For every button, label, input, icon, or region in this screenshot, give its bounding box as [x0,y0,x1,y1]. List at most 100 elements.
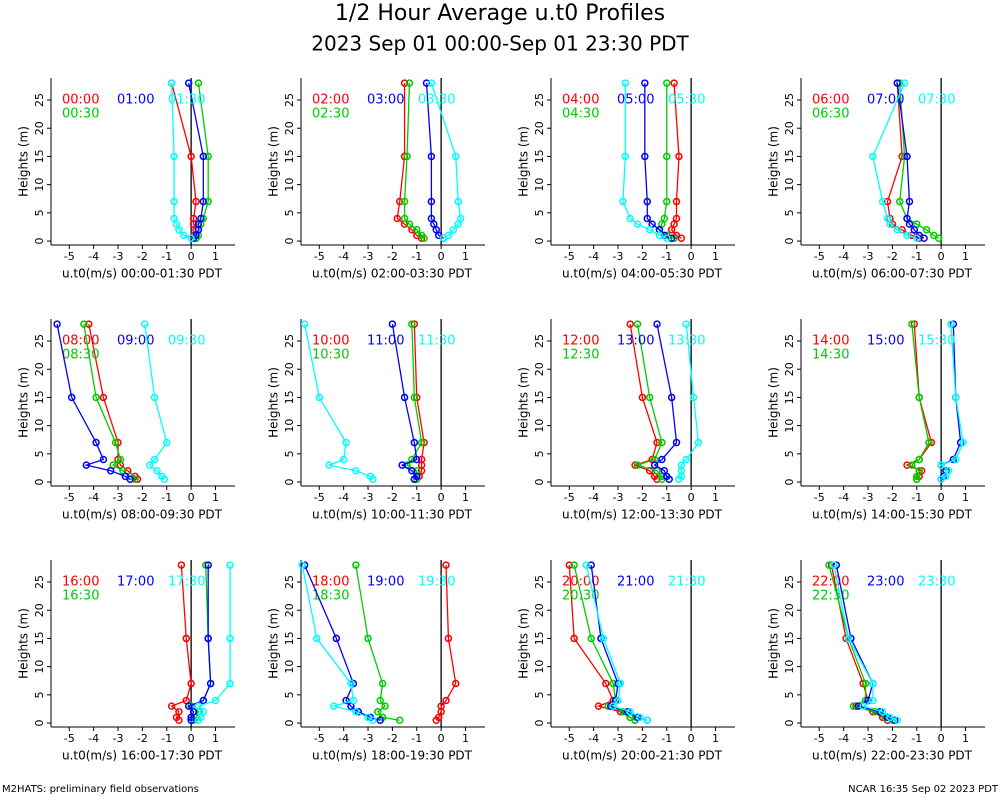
profile-point [204,152,212,161]
y-tick-label: 20 [783,603,796,617]
x-tick-label: 0 [188,250,195,263]
profile-point [199,152,208,161]
y-tick-label: 0 [533,720,546,727]
profile-point [150,393,159,402]
x-tick-label: 0 [688,491,695,504]
x-axis-label: u.t0(m/s) 22:00-23:30 PDT [812,749,973,763]
profile-point [398,461,406,469]
y-tick-label: 20 [533,362,546,376]
profile-point [432,716,441,724]
x-tick-label: -5 [314,250,325,263]
y-tick-label: 15 [783,149,796,163]
profile-point [643,214,652,223]
profile-point [160,475,169,483]
profile-point [675,152,683,161]
profile-point [352,708,360,716]
profile-point [300,320,309,328]
x-tick-label: 1 [462,491,469,504]
profile-point [653,320,661,328]
profile-point [910,226,919,234]
profile-point [672,197,681,206]
y-tick-label: 5 [533,450,546,457]
y-tick-label: 0 [283,479,296,486]
x-axis-label: u.t0(m/s) 20:00-21:30 PDT [562,749,723,763]
profile-point [332,634,341,643]
x-tick-label: -3 [613,250,624,263]
legend-label: 19:30 [418,575,455,590]
profile-point [403,152,411,161]
y-tick-label: 20 [283,603,296,617]
profile-point [667,234,676,242]
x-tick-label: 0 [938,732,945,745]
y-axis-label: Heights (m) [267,608,281,679]
profile-line [622,83,667,239]
legend-label: 01:00 [117,93,154,108]
y-axis-label: Heights (m) [17,126,31,197]
x-axis-label: u.t0(m/s) 00:00-01:30 PDT [62,267,223,281]
profile-point [67,393,76,402]
profile-point [893,79,902,87]
profile-point [325,461,333,469]
x-tick-label: -5 [564,732,575,745]
profile-point [330,702,338,710]
x-tick-label: -3 [363,732,374,745]
x-tick-label: -2 [137,250,148,263]
y-tick-label: 0 [33,238,46,245]
y-axis-label: Heights (m) [17,608,31,679]
profile-point [908,320,916,328]
x-tick-label: -5 [564,491,575,504]
y-tick-label: 15 [783,631,796,645]
x-axis-label: u.t0(m/s) 04:00-05:30 PDT [562,267,723,281]
profile-point [126,475,134,483]
profile-point [417,438,426,447]
profile-point [131,475,139,483]
legend-label: 16:00 [62,575,99,590]
legend-label: 13:30 [668,334,705,349]
x-tick-label: 1 [712,491,719,504]
profile-point [895,197,904,206]
profile-point [422,79,431,87]
y-tick-label: 5 [33,691,46,698]
profile-point [204,561,212,569]
profile-point [388,320,397,328]
legend-label: 04:00 [562,93,599,108]
y-tick-label: 20 [783,121,796,135]
y-tick-label: 20 [533,603,546,617]
y-tick-label: 0 [33,720,46,727]
x-axis-label: u.t0(m/s) 16:00-17:30 PDT [62,749,223,763]
profile-point [194,79,203,87]
x-tick-label: 1 [212,732,219,745]
profile-line [910,324,930,480]
profile-point [187,716,195,724]
y-axis-label: Heights (m) [767,608,781,679]
profile-point [413,226,421,234]
profile-point [364,634,372,643]
x-tick-label: 1 [462,732,469,745]
profile-point [910,320,919,328]
x-tick-label: -4 [88,732,99,745]
y-tick-label: 20 [33,362,46,376]
profile-point [349,696,358,705]
profile-point [427,197,436,206]
x-tick-label: -1 [661,250,672,263]
profile-point [141,320,149,328]
y-tick-label: 10 [783,660,796,674]
profile-point [170,152,178,161]
profile-point [886,220,894,228]
x-tick-label: -3 [863,732,874,745]
y-tick-label: 5 [783,450,796,457]
profile-point [410,438,419,447]
legend-label: 14:30 [812,348,849,363]
profile-point [454,220,462,228]
profile-point [920,234,928,242]
legend-label: 20:00 [562,575,599,590]
profile-point [626,708,634,716]
profile-point [587,561,595,569]
y-tick-label: 10 [783,178,796,192]
x-tick-label: -5 [314,491,325,504]
profile-point [952,455,960,464]
profile-point [667,226,676,234]
legend-label: 00:30 [62,107,99,122]
